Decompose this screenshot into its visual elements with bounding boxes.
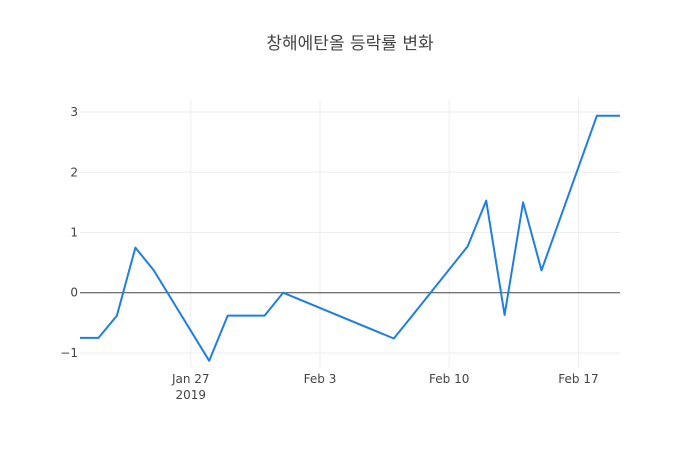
series-layer [80, 114, 620, 362]
x-tick-sublabel: 2019 [175, 388, 206, 402]
y-axis-ticks: 3 2 1 0 −1 [60, 105, 78, 360]
x-axis-ticks: Jan 27 2019 Feb 3 Feb 10 Feb 17 [171, 372, 599, 402]
x-tick-label: Feb 17 [558, 372, 598, 386]
y-tick-label: 1 [70, 225, 78, 239]
x-tick-label: Jan 27 [171, 372, 210, 386]
series-line [80, 114, 620, 362]
y-tick-label: −1 [60, 346, 78, 360]
x-tick-label: Feb 3 [304, 372, 337, 386]
y-tick-label: 3 [70, 105, 78, 119]
y-tick-label: 2 [70, 165, 78, 179]
x-tick-label: Feb 10 [429, 372, 469, 386]
chart-title: 창해에탄올 등락률 변화 [266, 34, 434, 54]
y-tick-label: 0 [70, 286, 78, 300]
grid-lines [80, 100, 620, 368]
